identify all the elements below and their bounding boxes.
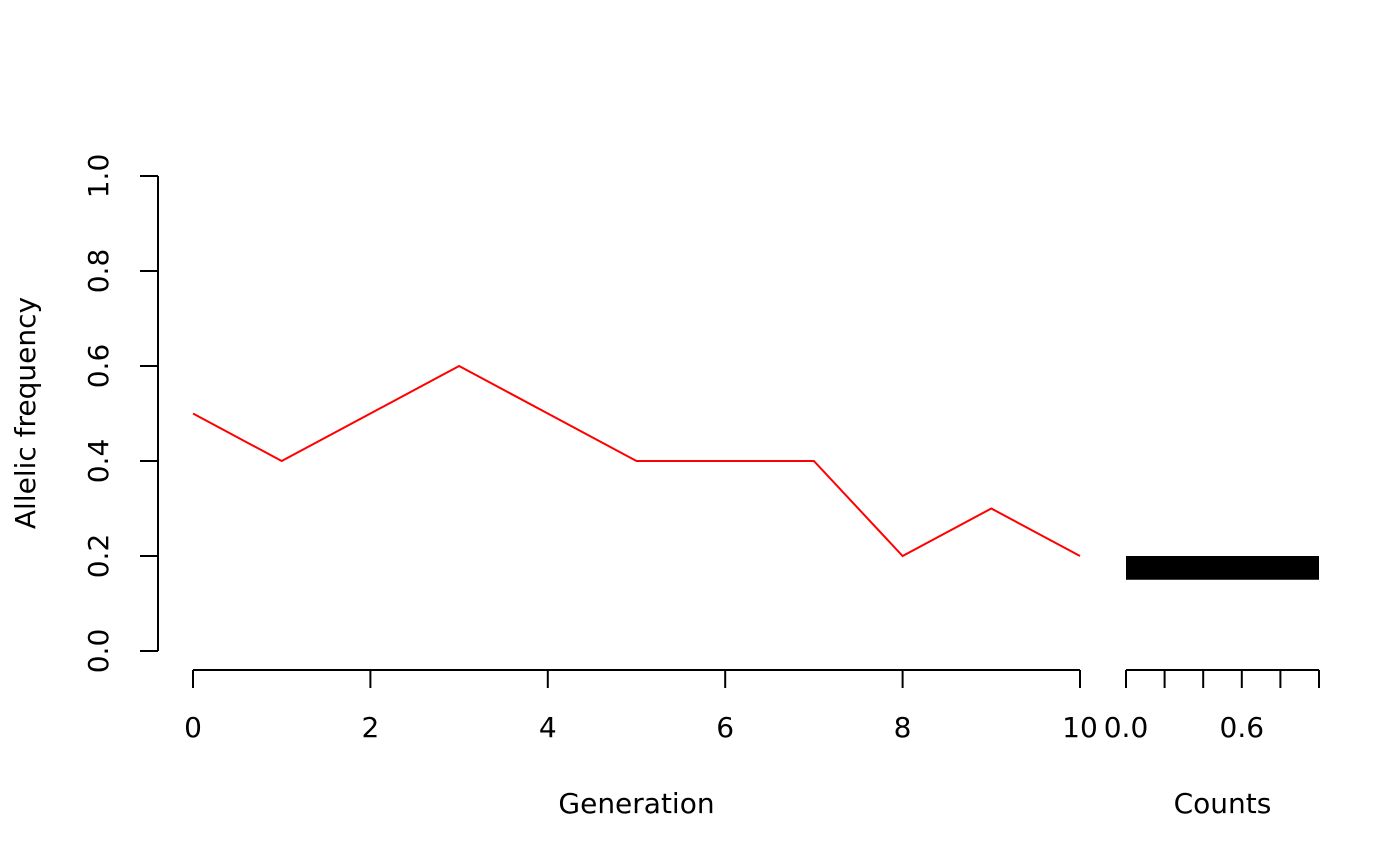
x-tick-label: 8 xyxy=(894,711,912,744)
x-tick-label: 6 xyxy=(716,711,734,744)
x-axis-title: Generation xyxy=(558,787,714,820)
y-tick-label: 0.0 xyxy=(82,629,115,674)
x-tick-label: 0.6 xyxy=(1220,711,1265,744)
x-tick-label: 0 xyxy=(184,711,202,744)
x-tick-label: 0.0 xyxy=(1104,711,1149,744)
y-tick-label: 0.4 xyxy=(82,439,115,484)
x-axis-title: Counts xyxy=(1174,787,1272,820)
line xyxy=(192,364,1081,558)
y-tick-label: 0.6 xyxy=(82,344,115,389)
x-tick-label: 10 xyxy=(1062,711,1098,744)
y-axis-title: Allelic frequency xyxy=(9,297,42,529)
histogram-bar xyxy=(1126,556,1319,580)
y-tick-label: 1.0 xyxy=(82,154,115,199)
y-tick-label: 0.2 xyxy=(82,534,115,579)
y-tick-label: 0.8 xyxy=(82,249,115,294)
x-tick-label: 2 xyxy=(361,711,379,744)
x-tick-label: 4 xyxy=(539,711,557,744)
